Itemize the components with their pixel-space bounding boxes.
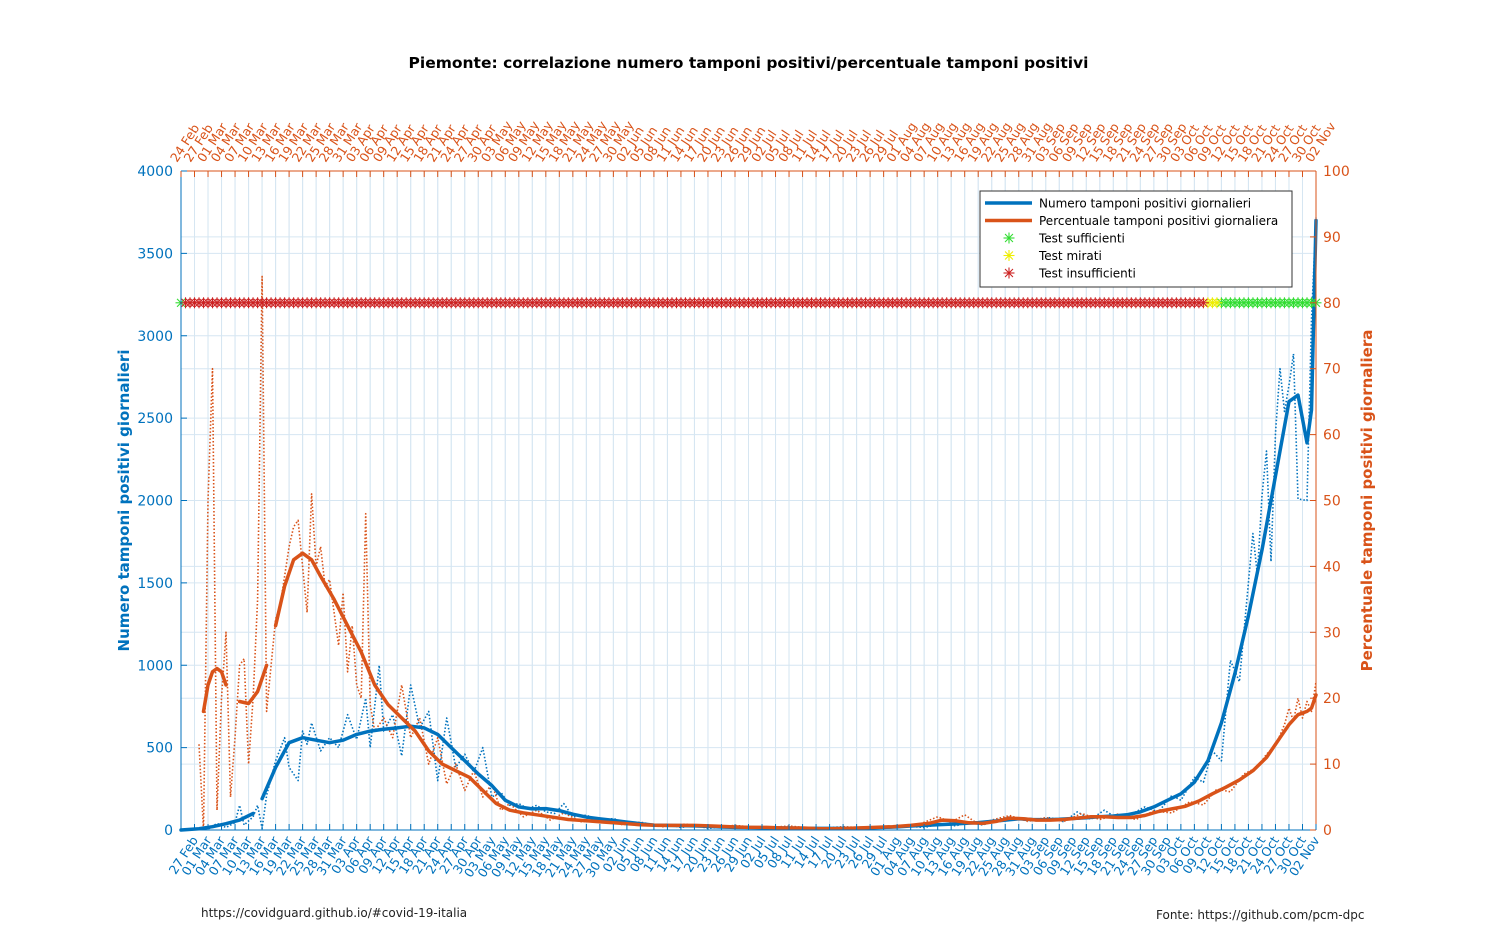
- legend-box: [979, 190, 1293, 288]
- y-tick-label-right: 0: [1323, 823, 1332, 839]
- y-tick-label-right: 40: [1323, 559, 1341, 575]
- legend-label: Test mirati: [1038, 249, 1102, 263]
- footer-source-url: https://covidguard.github.io/#covid-19-i…: [201, 906, 468, 920]
- y-tick-label-left: 1000: [137, 658, 173, 674]
- footer-data-source: Fonte: https://github.com/pcm-dpc: [1156, 908, 1365, 922]
- marker-test-insufficienti: [1197, 297, 1209, 309]
- y-tick-label-left: 4000: [137, 164, 173, 180]
- y-tick-label-right: 10: [1323, 757, 1341, 773]
- grid-lines: [180, 170, 1317, 831]
- y-tick-label-left: 1500: [137, 576, 173, 592]
- y-tick-label-right: 100: [1323, 164, 1350, 180]
- y-tick-label-right: 70: [1323, 362, 1341, 378]
- y-tick-label-left: 2500: [137, 411, 173, 427]
- y-tick-label-left: 2000: [137, 494, 173, 510]
- y-tick-label-right: 20: [1323, 691, 1341, 707]
- legend-label: Numero tamponi positivi giornalieri: [1039, 197, 1251, 211]
- y-tick-label-right: 60: [1323, 428, 1341, 444]
- y-axis-label-right: Percentuale tamponi positivi giornaliera: [1358, 330, 1376, 672]
- series-percentuale-smoothed: [201, 551, 1318, 831]
- y-tick-label-right: 90: [1323, 230, 1341, 246]
- marker-test-insufficienti-group: [180, 297, 1209, 309]
- marker-test-sufficienti-group: [175, 297, 1322, 309]
- legend: Numero tamponi positivi giornalieri Perce…: [979, 190, 1293, 288]
- legend-label: Test sufficienti: [1038, 232, 1125, 246]
- legend-marker-mirati: [1003, 250, 1015, 261]
- y-tick-label-left: 3500: [137, 246, 173, 262]
- y-tick-label-right: 50: [1323, 494, 1341, 510]
- y-tick-label-left: 0: [164, 823, 173, 839]
- legend-label: Test insufficienti: [1038, 267, 1136, 281]
- y-axis-label-left: Numero tamponi positivi giornalieri: [115, 350, 133, 652]
- y-tick-label-left: 500: [146, 741, 173, 757]
- legend-label: Percentuale tamponi positivi giornaliera: [1039, 214, 1278, 228]
- y-tick-label-left: 3000: [137, 329, 173, 345]
- y-tick-label-right: 80: [1323, 296, 1341, 312]
- marker-test-mirati: [1211, 297, 1223, 309]
- legend-marker-sufficienti: [1003, 232, 1015, 244]
- chart-title: Piemonte: correlazione numero tamponi po…: [409, 54, 1089, 72]
- y-tick-label-right: 30: [1323, 625, 1341, 641]
- legend-marker-insufficienti: [1003, 267, 1015, 279]
